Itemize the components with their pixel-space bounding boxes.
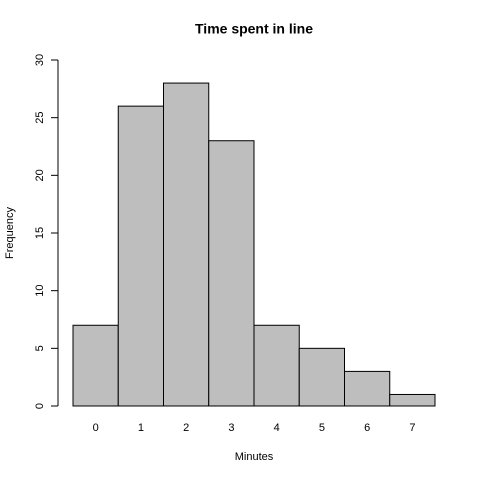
y-tick-label: 25 bbox=[34, 112, 46, 124]
x-tick-label: 7 bbox=[409, 422, 415, 434]
x-axis-label: Minutes bbox=[235, 451, 274, 463]
y-tick-label: 0 bbox=[34, 403, 46, 409]
bar bbox=[389, 393, 436, 407]
y-tick-label: 5 bbox=[34, 345, 46, 351]
y-tick-label: 30 bbox=[34, 54, 46, 66]
y-tick-label: 10 bbox=[34, 285, 46, 297]
bar bbox=[117, 105, 164, 407]
x-tick-label: 1 bbox=[138, 422, 144, 434]
x-tick-label: 6 bbox=[364, 422, 370, 434]
x-tick-label: 4 bbox=[274, 422, 280, 434]
bar bbox=[208, 140, 255, 407]
bar bbox=[344, 370, 391, 407]
y-tick-label: 15 bbox=[34, 227, 46, 239]
bar bbox=[163, 82, 210, 407]
x-tick-label: 2 bbox=[183, 422, 189, 434]
x-tick-label: 3 bbox=[228, 422, 234, 434]
y-tick-label: 20 bbox=[34, 169, 46, 181]
bar bbox=[253, 324, 300, 407]
bar bbox=[298, 347, 345, 407]
bar bbox=[72, 324, 119, 407]
x-tick-label: 5 bbox=[319, 422, 325, 434]
x-tick-label: 0 bbox=[93, 422, 99, 434]
y-axis-label: Frequency bbox=[4, 207, 16, 259]
chart-title: Time spent in line bbox=[195, 21, 313, 37]
